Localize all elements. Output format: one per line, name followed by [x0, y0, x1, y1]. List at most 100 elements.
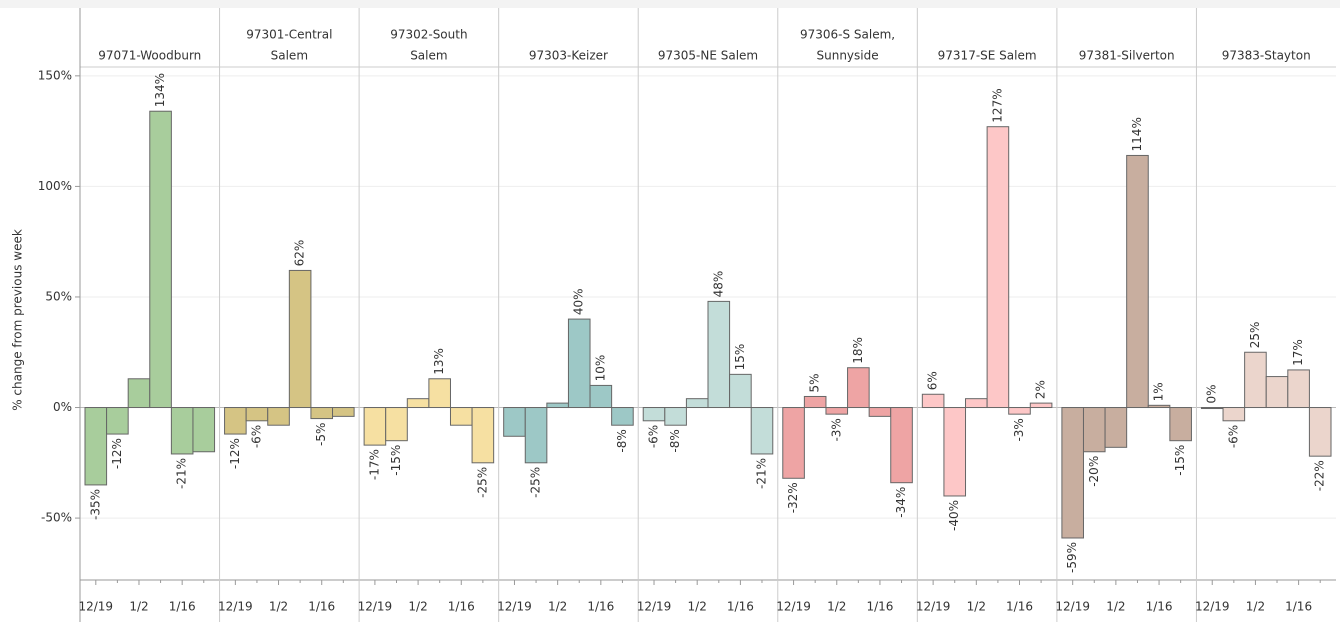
x-tick-label: 1/2: [129, 600, 148, 614]
panel-title: 97071-Woodburn: [98, 49, 201, 63]
data-label: -59%: [1065, 542, 1079, 573]
data-label: 15%: [733, 344, 747, 371]
data-label: 5%: [808, 373, 822, 392]
x-tick-label: 1/16: [169, 600, 196, 614]
data-label: 17%: [1291, 339, 1305, 366]
x-tick-label: 1/16: [587, 600, 614, 614]
panel-title: 97306-S Salem,: [800, 28, 895, 42]
bar: [310, 407, 334, 420]
x-tick-label: 1/2: [548, 600, 567, 614]
bar: [267, 407, 290, 426]
x-tick-label: 12/19: [776, 600, 811, 614]
bar: [589, 384, 613, 409]
data-label: 1%: [1152, 382, 1166, 401]
bar: [847, 367, 870, 409]
data-label: -15%: [389, 445, 403, 476]
bar: [471, 407, 495, 464]
bar: [986, 126, 1010, 409]
bar: [567, 318, 591, 409]
bar: [782, 407, 805, 479]
bar: [84, 407, 108, 486]
x-tick-label: 12/19: [218, 600, 253, 614]
bar: [1008, 407, 1031, 415]
x-tick-label: 12/19: [1195, 600, 1230, 614]
bar: [921, 393, 945, 409]
bar: [1222, 407, 1246, 422]
x-tick-label: 12/19: [916, 600, 951, 614]
panel-title: 97303-Keizer: [529, 49, 608, 63]
bar: [192, 407, 216, 453]
x-tick-label: 12/19: [497, 600, 532, 614]
bar: [707, 300, 731, 409]
bar: [1287, 369, 1310, 409]
x-tick-label: 12/19: [1055, 600, 1090, 614]
x-tick-label: 12/19: [637, 600, 672, 614]
x-tick-label: 1/2: [269, 600, 288, 614]
bar: [385, 407, 408, 442]
data-label: -5%: [314, 423, 328, 446]
bar: [664, 407, 687, 426]
x-tick-label: 1/2: [688, 600, 707, 614]
data-label: -12%: [228, 438, 242, 469]
data-label: 40%: [572, 288, 586, 315]
x-tick-label: 1/2: [1106, 600, 1125, 614]
bar: [288, 269, 312, 409]
data-label: 13%: [432, 348, 446, 375]
data-label: -12%: [110, 438, 124, 469]
data-label: 2%: [1034, 380, 1048, 399]
bar: [224, 407, 247, 435]
panel-title: 97301-Central: [246, 28, 332, 42]
bar: [685, 398, 709, 409]
y-tick-label: 100%: [38, 179, 72, 193]
bar: [428, 378, 451, 409]
bar: [503, 407, 526, 437]
bar: [1265, 376, 1289, 409]
bar: [1169, 407, 1192, 442]
bar: [449, 407, 473, 426]
bar: [890, 407, 913, 484]
data-label: 6%: [926, 371, 940, 390]
y-tick-label: 50%: [45, 289, 72, 303]
y-axis-label: % change from previous week: [11, 229, 25, 411]
x-tick-label: 1/16: [1006, 600, 1033, 614]
data-label: -35%: [88, 489, 102, 520]
x-tick-label: 1/2: [827, 600, 846, 614]
bar: [546, 402, 569, 409]
data-label: -20%: [1087, 456, 1101, 487]
data-label: -25%: [529, 467, 543, 498]
data-label: 18%: [851, 337, 865, 364]
data-label: 48%: [711, 271, 725, 298]
bar: [524, 407, 548, 464]
bar: [868, 407, 892, 417]
panel-title: 97381-Silverton: [1079, 49, 1175, 63]
x-tick-label: 1/16: [448, 600, 475, 614]
bar: [1104, 407, 1128, 448]
data-label: 127%: [990, 88, 1004, 122]
panel-title: 97305-NE Salem: [658, 49, 758, 63]
bar: [149, 110, 172, 409]
bar: [642, 407, 666, 422]
data-label: -3%: [1012, 418, 1026, 441]
panel-title: 97317-SE Salem: [938, 49, 1037, 63]
bar: [1082, 407, 1106, 453]
data-label: -6%: [1226, 425, 1240, 448]
data-label: 25%: [1248, 322, 1262, 349]
panel-title: Sunnyside: [816, 49, 878, 63]
x-tick-label: 12/19: [78, 600, 113, 614]
panel-title: Salem: [410, 49, 447, 63]
x-tick-label: 1/2: [1246, 600, 1265, 614]
data-label: -25%: [475, 467, 489, 498]
data-label: -34%: [894, 487, 908, 518]
bar: [825, 407, 849, 415]
data-label: 114%: [1130, 117, 1144, 151]
bar: [1061, 407, 1084, 539]
panel-title: Salem: [271, 49, 308, 63]
data-label: -21%: [175, 458, 189, 489]
x-tick-label: 1/2: [408, 600, 427, 614]
x-tick-label: 1/16: [727, 600, 754, 614]
x-tick-label: 12/19: [358, 600, 393, 614]
bar: [170, 407, 194, 455]
bar: [611, 407, 634, 426]
data-label: -6%: [647, 425, 661, 448]
data-label: -15%: [1173, 445, 1187, 476]
